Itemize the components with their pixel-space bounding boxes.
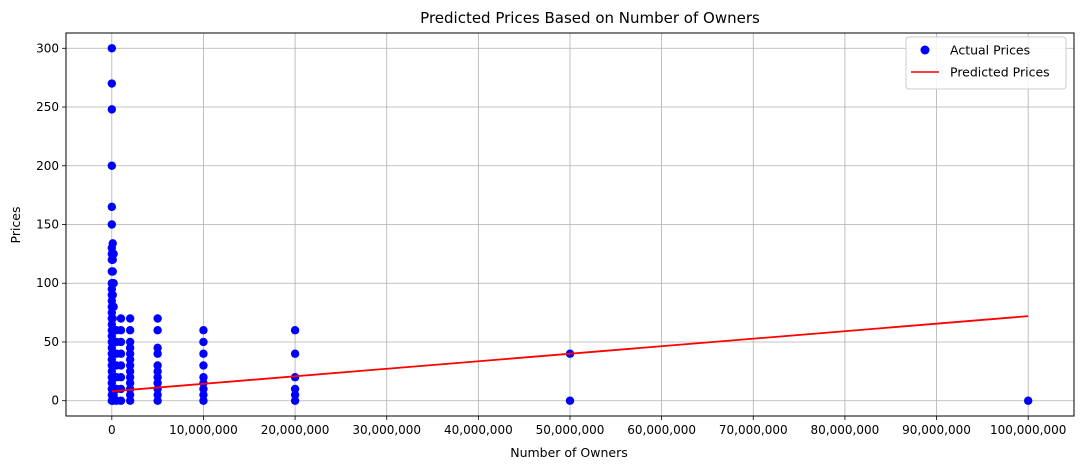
scatter-point xyxy=(108,239,117,248)
scatter-point xyxy=(125,378,135,388)
scatter-point xyxy=(107,79,117,88)
scatter-point xyxy=(125,396,135,405)
x-tick-label: 30,000,000 xyxy=(352,423,421,437)
scatter-point xyxy=(290,326,300,335)
scatter-point xyxy=(125,361,135,370)
y-tick-label: 300 xyxy=(36,41,59,55)
scatter-point xyxy=(109,249,118,259)
scatter-point xyxy=(116,337,126,347)
y-tick-label: 250 xyxy=(36,100,59,114)
scatter-point xyxy=(116,396,126,405)
scatter-point xyxy=(153,378,162,388)
scatter-point xyxy=(125,343,135,353)
scatter-point xyxy=(290,396,300,405)
scatter-point xyxy=(116,361,126,370)
scatter-point xyxy=(153,361,162,370)
scatter-point xyxy=(108,290,117,300)
scatter-point xyxy=(199,373,208,382)
legend-label-predicted-prices: Predicted Prices xyxy=(950,65,1050,80)
scatter-point xyxy=(125,355,135,364)
scatter-point xyxy=(153,390,162,400)
scatter-point xyxy=(199,390,208,400)
scatter-point xyxy=(290,390,300,400)
scatter-point xyxy=(199,384,208,394)
scatter-point xyxy=(125,326,135,335)
y-tick-label: 0 xyxy=(51,394,59,408)
scatter-point xyxy=(199,337,208,347)
x-axis-label: Number of Owners xyxy=(510,445,628,460)
scatter-point xyxy=(153,349,162,358)
x-tick-label: 100,000,000 xyxy=(990,423,1066,437)
y-tick-label: 150 xyxy=(36,218,59,232)
scatter-point xyxy=(153,343,162,353)
scatter-point xyxy=(565,396,575,405)
scatter-point xyxy=(153,396,162,405)
scatter-point xyxy=(125,337,135,347)
scatter-point xyxy=(199,396,208,405)
scatter-point xyxy=(108,267,117,276)
scatter-point xyxy=(125,373,135,382)
legend-box xyxy=(905,36,1067,90)
scatter-point xyxy=(290,384,300,394)
scatter-point xyxy=(125,367,135,376)
scatter-point xyxy=(199,361,208,370)
scatter-point xyxy=(109,279,118,288)
scatter-point xyxy=(107,161,117,170)
scatter-point xyxy=(109,302,118,311)
scatter-point xyxy=(153,367,162,376)
scatter-point xyxy=(116,373,126,382)
legend: Actual Prices Predicted Prices xyxy=(905,36,1067,90)
scatter-point xyxy=(108,314,117,323)
y-tick-label: 50 xyxy=(44,335,59,349)
y-axis-label: Prices xyxy=(8,206,23,243)
x-tick-label: 20,000,000 xyxy=(261,423,330,437)
scatter-point xyxy=(107,105,117,114)
scatter-point xyxy=(116,384,126,394)
legend-marker-actual-prices xyxy=(920,45,930,55)
scatter-point xyxy=(290,349,300,358)
legend-label-actual-prices: Actual Prices xyxy=(950,43,1030,58)
scatter-point xyxy=(116,314,126,323)
scatter-point xyxy=(153,314,162,323)
scatter-point xyxy=(116,326,126,335)
chart-title: Predicted Prices Based on Number of Owne… xyxy=(420,9,760,27)
x-tick-label: 90,000,000 xyxy=(902,423,971,437)
x-tick-label: 10,000,000 xyxy=(169,423,238,437)
x-tick-label: 70,000,000 xyxy=(719,423,788,437)
x-tick-label: 40,000,000 xyxy=(444,423,513,437)
y-tick-label: 100 xyxy=(36,276,59,290)
x-tick-label: 60,000,000 xyxy=(627,423,696,437)
scatter-point xyxy=(199,349,208,358)
scatter-point xyxy=(125,390,135,400)
scatter-point xyxy=(107,202,117,212)
x-tick-label: 0 xyxy=(108,423,116,437)
scatter-point xyxy=(153,373,162,382)
scatter-point xyxy=(290,373,300,382)
scatter-point xyxy=(199,326,208,335)
x-tick-label: 80,000,000 xyxy=(811,423,880,437)
scatter-point xyxy=(125,349,135,358)
y-tick-label: 200 xyxy=(36,159,59,173)
predicted-prices-line xyxy=(111,315,1029,393)
scatter-point xyxy=(116,349,126,358)
scatter-point xyxy=(107,220,117,229)
scatter-point xyxy=(1023,396,1033,405)
data-layer xyxy=(107,44,1033,405)
scatter-point xyxy=(153,326,162,335)
scatter-point xyxy=(125,314,135,323)
grid xyxy=(66,33,1074,416)
axis-ticks: 0 10,000,000 20,000,000 30,000,000 40,000,00… xyxy=(36,41,1066,437)
x-tick-label: 50,000,000 xyxy=(536,423,605,437)
scatter-point xyxy=(107,44,117,53)
